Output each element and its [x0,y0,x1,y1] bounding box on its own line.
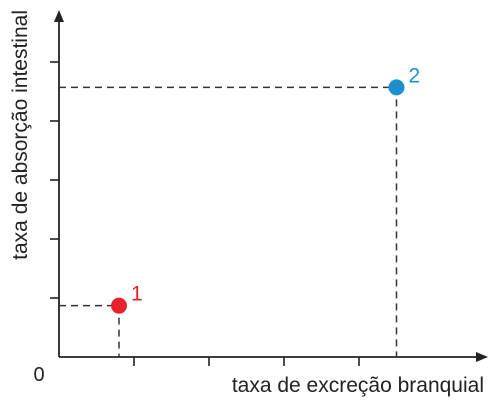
data-points: 12 [111,64,421,314]
data-point-1 [111,297,127,314]
y-axis-label: taxa de absorção intestinal [9,10,32,260]
axis-ticks [50,61,360,366]
axes [54,10,488,362]
y-axis-arrowhead [54,10,64,22]
x-axis-arrowhead [476,352,488,362]
data-point-2 [388,79,405,96]
reference-lines [59,86,398,357]
data-point-label-2: 2 [409,64,421,87]
x-axis-label: taxa de excreção branquial [232,374,484,397]
data-point-label-1: 1 [131,283,143,306]
origin-label: 0 [33,364,44,386]
